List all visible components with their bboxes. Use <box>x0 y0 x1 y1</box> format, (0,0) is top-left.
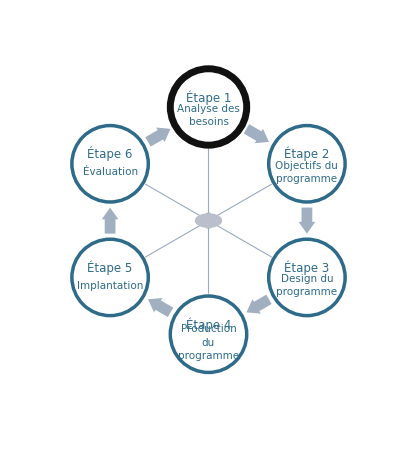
Text: Étape 5: Étape 5 <box>88 261 133 275</box>
FancyArrow shape <box>246 295 272 314</box>
FancyArrow shape <box>299 207 315 234</box>
Circle shape <box>72 125 148 202</box>
Circle shape <box>170 69 247 145</box>
Text: Implantation: Implantation <box>77 281 143 291</box>
Text: Production
du
programme: Production du programme <box>178 324 239 361</box>
Text: Objectifs du
programme: Objectifs du programme <box>276 161 338 184</box>
Text: Étape 4: Étape 4 <box>186 318 231 332</box>
Text: Analyse des
besoins: Analyse des besoins <box>177 104 240 127</box>
Text: Étape 6: Étape 6 <box>88 147 133 161</box>
FancyArrow shape <box>244 124 269 143</box>
FancyArrow shape <box>145 128 171 147</box>
Circle shape <box>170 296 247 373</box>
Text: Design du
programme: Design du programme <box>276 274 337 297</box>
Text: Étape 3: Étape 3 <box>284 261 329 275</box>
Circle shape <box>269 125 345 202</box>
Circle shape <box>72 239 148 316</box>
FancyArrow shape <box>102 207 118 234</box>
FancyArrow shape <box>148 298 173 317</box>
Circle shape <box>269 239 345 316</box>
Text: Étape 2: Étape 2 <box>284 147 329 161</box>
Text: Étape 1: Étape 1 <box>186 90 231 105</box>
Ellipse shape <box>195 213 222 228</box>
Text: Évaluation: Évaluation <box>83 167 138 177</box>
